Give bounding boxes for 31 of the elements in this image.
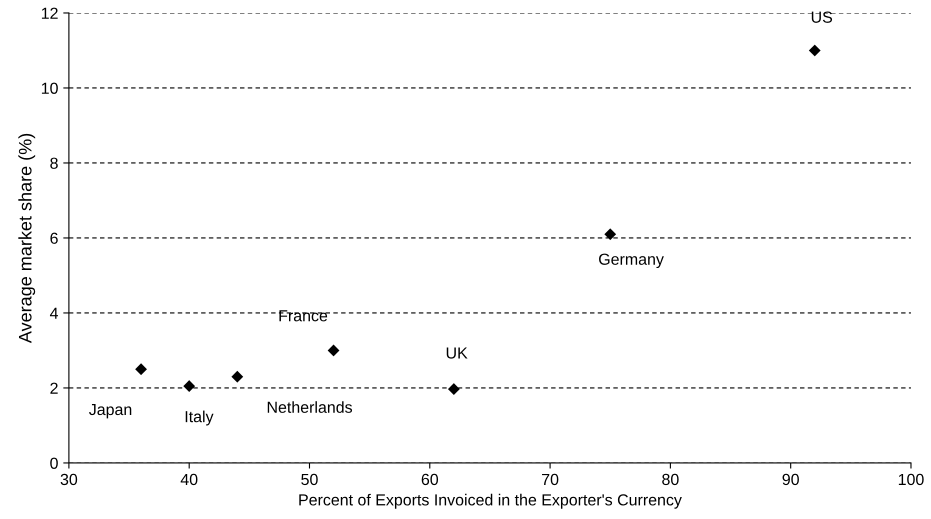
x-tick-label: 70 [542, 474, 558, 486]
annotation: Germany [599, 254, 664, 268]
point [448, 383, 460, 395]
annotation: France [279, 310, 328, 322]
y-tick-label: 0 [50, 458, 58, 469]
x-tick-label: 50 [301, 474, 318, 486]
y-tick-label: 12 [42, 8, 58, 19]
y-axis-title: Average market share (%) [18, 134, 36, 344]
y-tick-label: 8 [50, 158, 58, 169]
y-tick-label: 10 [42, 82, 58, 94]
annotation: Japan [89, 404, 132, 418]
annotation: US [812, 12, 832, 23]
point [183, 380, 196, 392]
y-tick-label: 4 [50, 308, 58, 319]
x-tick-label: 90 [782, 474, 799, 486]
point [231, 370, 244, 383]
annotation: UK [446, 347, 468, 359]
annotation: Netherlands [268, 401, 352, 413]
x-tick-label: 40 [180, 474, 198, 486]
annotation: Italy [186, 410, 214, 426]
x-tick-label: 30 [60, 474, 78, 486]
point [135, 363, 147, 376]
x-tick-label: 80 [662, 474, 679, 486]
point [328, 344, 340, 356]
y-tick-label: 6 [50, 232, 58, 244]
x-tick-label: 60 [422, 474, 438, 486]
y-tick-label: 2 [50, 382, 58, 394]
point [808, 44, 821, 56]
x-tick-label: 100 [898, 474, 924, 486]
x-axis-title: Percent of Exports Invoiced in the Exporter's Currency [299, 494, 682, 509]
point [604, 228, 616, 240]
